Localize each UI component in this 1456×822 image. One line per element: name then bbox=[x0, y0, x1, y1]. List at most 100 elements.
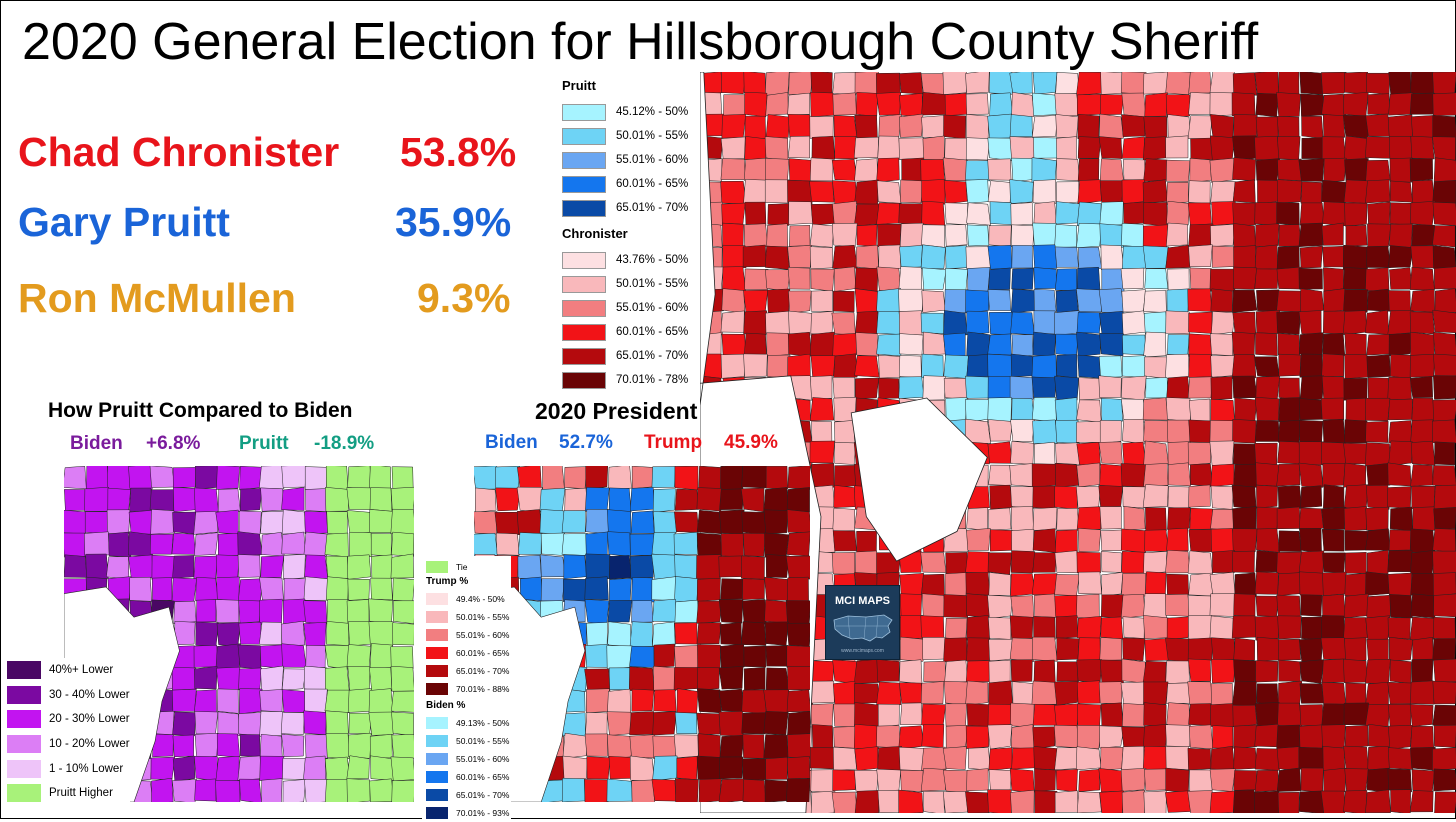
precinct-shape bbox=[965, 792, 989, 813]
precinct-shape bbox=[239, 668, 262, 690]
precinct-shape bbox=[1033, 180, 1056, 204]
precinct-shape bbox=[1365, 790, 1390, 813]
precinct-shape bbox=[1055, 94, 1080, 117]
precinct-shape bbox=[812, 421, 832, 442]
precinct-shape bbox=[652, 779, 676, 801]
precinct-shape bbox=[348, 466, 372, 489]
precinct-shape bbox=[719, 779, 744, 802]
precinct-shape bbox=[966, 179, 989, 203]
precinct-shape bbox=[1344, 420, 1367, 443]
precinct-shape bbox=[1078, 137, 1101, 159]
precinct-shape bbox=[1210, 93, 1234, 117]
precinct-shape bbox=[1143, 225, 1168, 248]
precinct-shape bbox=[1145, 530, 1169, 552]
precinct-shape bbox=[1077, 507, 1101, 531]
precinct-shape bbox=[1433, 332, 1456, 356]
precinct-shape bbox=[1122, 551, 1146, 573]
precinct-shape bbox=[1345, 552, 1366, 573]
precinct-shape bbox=[563, 579, 586, 602]
precinct-shape bbox=[877, 311, 902, 334]
precinct-shape bbox=[369, 667, 392, 691]
precinct-shape bbox=[1100, 333, 1124, 356]
precinct-shape bbox=[1434, 769, 1456, 791]
precinct-shape bbox=[855, 268, 878, 291]
precinct-shape bbox=[810, 158, 833, 181]
precinct-shape bbox=[1167, 201, 1190, 225]
precinct-shape bbox=[195, 733, 218, 758]
precinct-shape bbox=[966, 726, 989, 749]
precinct-shape bbox=[632, 466, 653, 489]
precinct-shape bbox=[196, 600, 216, 623]
precinct-shape bbox=[1277, 312, 1301, 335]
precinct-shape bbox=[1101, 530, 1124, 551]
precinct-shape bbox=[1100, 420, 1121, 443]
precinct-shape bbox=[855, 289, 879, 314]
precinct-shape bbox=[1122, 335, 1145, 355]
precinct-shape bbox=[391, 647, 414, 669]
precinct-shape bbox=[832, 223, 857, 247]
precinct-shape bbox=[944, 355, 969, 379]
legend-label: 70.01% - 93% bbox=[456, 808, 509, 818]
precinct-shape bbox=[833, 531, 856, 551]
precinct-shape bbox=[675, 712, 697, 733]
precinct-shape bbox=[1434, 507, 1456, 530]
precinct-shape bbox=[347, 756, 370, 779]
legend-row: 65.01% - 70% bbox=[426, 662, 509, 680]
precinct-shape bbox=[1011, 725, 1034, 750]
precinct-shape bbox=[393, 623, 414, 645]
precinct-shape bbox=[945, 660, 968, 683]
precinct-shape bbox=[967, 615, 990, 640]
precinct-shape bbox=[721, 579, 744, 600]
precinct-shape bbox=[1343, 268, 1367, 290]
precinct-shape bbox=[1210, 269, 1235, 291]
precinct-shape bbox=[810, 441, 835, 463]
precinct-shape bbox=[787, 756, 810, 778]
precinct-shape bbox=[349, 713, 372, 734]
precinct-shape bbox=[64, 533, 87, 557]
precinct-shape bbox=[1343, 311, 1367, 335]
precinct-shape bbox=[722, 223, 743, 248]
precinct-shape bbox=[1365, 443, 1390, 466]
precinct-shape bbox=[1210, 572, 1235, 596]
candidate-pct-mcmullen: 9.3% bbox=[417, 273, 510, 323]
precinct-shape bbox=[1167, 335, 1189, 356]
precinct-shape bbox=[944, 595, 968, 618]
precinct-shape bbox=[1233, 681, 1257, 706]
precinct-shape bbox=[1188, 551, 1212, 574]
legend-title-pruitt: Pruitt bbox=[562, 78, 688, 94]
precinct-shape bbox=[282, 758, 305, 779]
precinct-shape bbox=[1412, 486, 1436, 508]
mci-maps-logo: MCI MAPS www.mcimaps.com bbox=[825, 585, 900, 660]
precinct-shape bbox=[1211, 528, 1234, 552]
legend-label: Pruitt Higher bbox=[49, 787, 113, 799]
precinct-shape bbox=[767, 224, 788, 248]
precinct-shape bbox=[1390, 203, 1412, 226]
precinct-shape bbox=[1299, 268, 1323, 289]
precinct-shape bbox=[1143, 746, 1169, 770]
precinct-shape bbox=[789, 159, 813, 182]
precinct-shape bbox=[216, 756, 239, 781]
precinct-shape bbox=[1234, 638, 1255, 661]
precinct-shape bbox=[1166, 683, 1190, 704]
precinct-shape bbox=[1057, 508, 1080, 530]
precinct-shape bbox=[1212, 246, 1234, 267]
precinct-shape bbox=[743, 734, 764, 758]
precinct-shape bbox=[1189, 704, 1212, 726]
precinct-shape bbox=[1278, 159, 1302, 181]
legend-label: 70.01% - 88% bbox=[456, 684, 509, 694]
precinct-shape bbox=[811, 290, 832, 311]
precinct-shape bbox=[1322, 594, 1345, 618]
precinct-shape bbox=[1411, 201, 1436, 226]
precinct-shape bbox=[173, 512, 197, 534]
precinct-shape bbox=[988, 704, 1012, 727]
precinct-shape bbox=[1234, 246, 1256, 269]
precinct-shape bbox=[1032, 397, 1056, 422]
precinct-shape bbox=[517, 466, 541, 489]
precinct-shape bbox=[787, 577, 808, 601]
precinct-shape bbox=[541, 555, 566, 577]
precinct-shape bbox=[677, 756, 698, 779]
candidate-pct-chronister: 53.8% bbox=[400, 127, 516, 177]
precinct-shape bbox=[173, 487, 196, 512]
precinct-shape bbox=[1388, 463, 1411, 486]
precinct-shape bbox=[674, 735, 698, 758]
